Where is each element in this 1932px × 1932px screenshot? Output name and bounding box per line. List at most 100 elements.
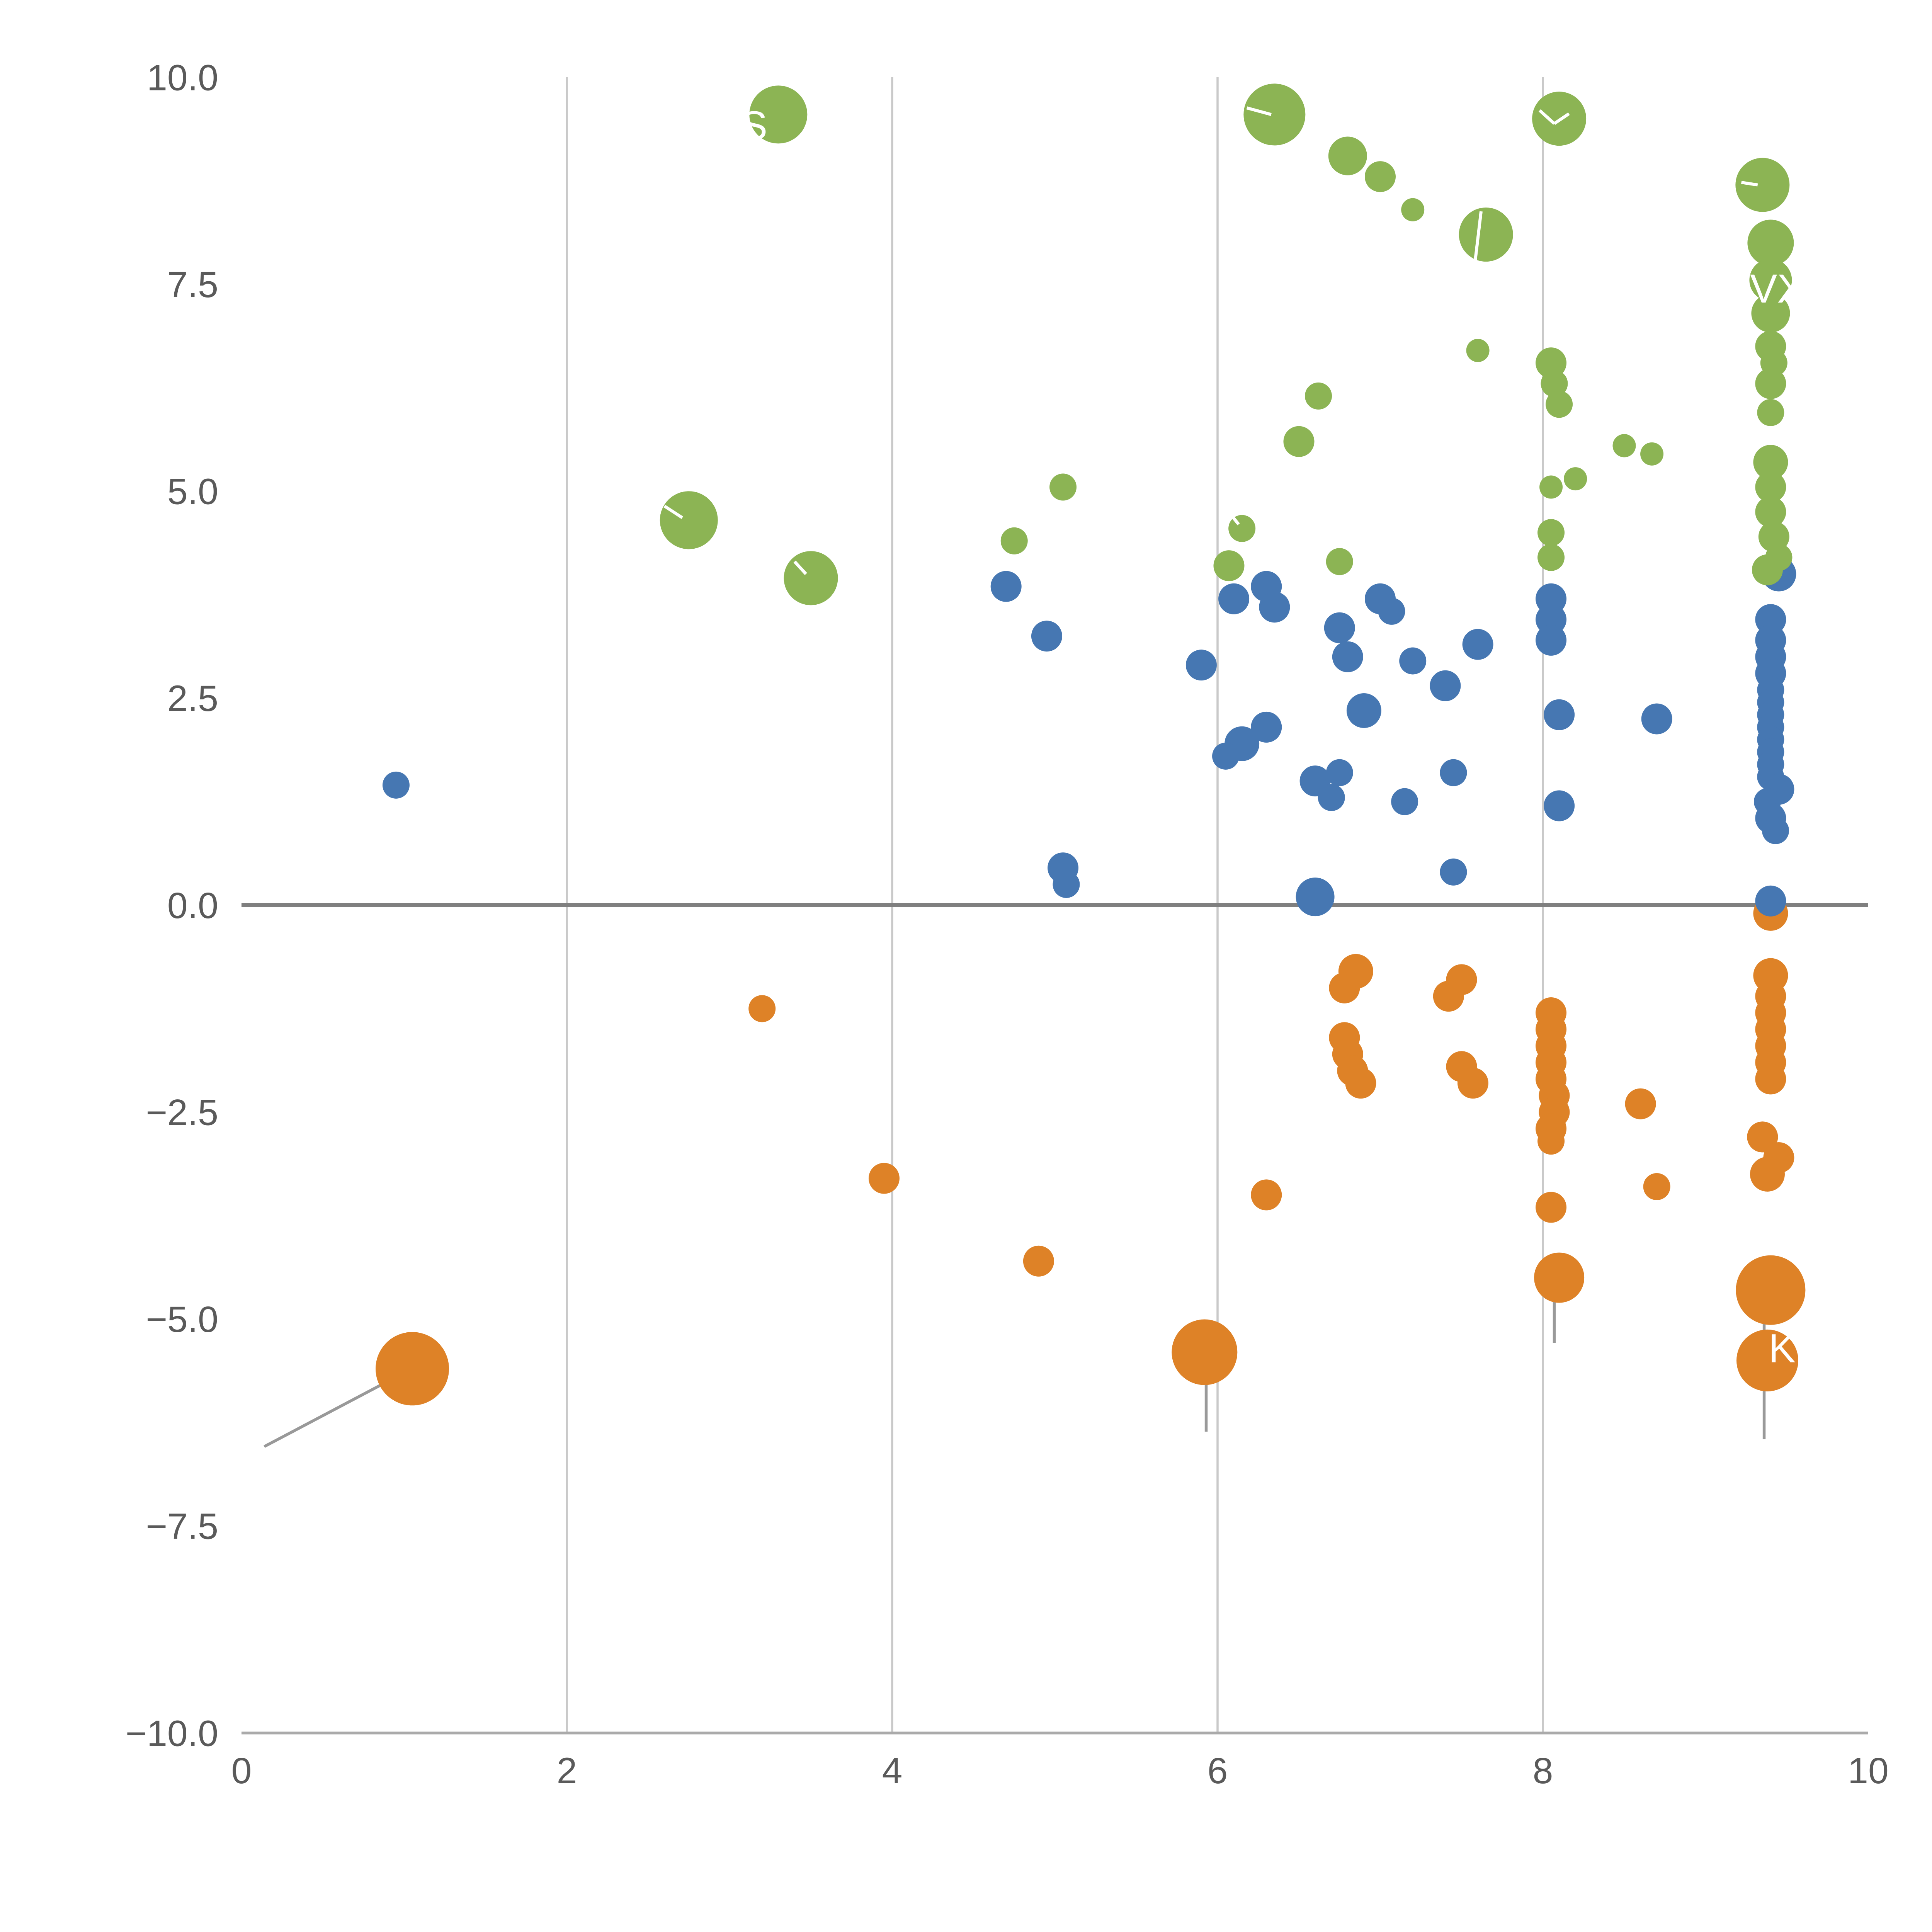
scatter-point-blue[interactable]	[1536, 624, 1567, 656]
scatter-point-green[interactable]	[1283, 426, 1315, 457]
scatter-point-green[interactable]	[1735, 158, 1790, 212]
y-tick-label: 2.5	[167, 678, 218, 719]
scatter-point-blue[interactable]	[1544, 790, 1575, 821]
scatter-point-green[interactable]	[1401, 198, 1425, 221]
scatter-point-blue[interactable]	[1440, 858, 1467, 886]
scatter-point-green[interactable]	[1747, 219, 1794, 266]
scatter-point-orange[interactable]	[1251, 1179, 1282, 1211]
scatter-point-green[interactable]	[1000, 527, 1028, 554]
leader-mark	[1741, 181, 1758, 187]
scatter-point-orange[interactable]	[1172, 1319, 1238, 1385]
scatter-point-green[interactable]	[1326, 548, 1353, 575]
ticker-label: K	[1769, 1326, 1796, 1371]
scatter-point-green[interactable]	[1049, 473, 1077, 501]
scatter-point-green[interactable]	[1537, 519, 1565, 546]
scatter-point-green[interactable]	[1751, 294, 1790, 333]
scatter-point-blue[interactable]	[1212, 742, 1240, 770]
scatter-point-orange[interactable]	[1345, 1068, 1376, 1099]
scatter-point-green[interactable]	[1328, 136, 1367, 175]
scatter-point-orange[interactable]	[1537, 1128, 1565, 1155]
y-tick-label: −7.5	[146, 1506, 218, 1547]
y-tick-label: −5.0	[146, 1299, 218, 1340]
scatter-point-blue[interactable]	[1318, 784, 1345, 811]
scatter-point-blue[interactable]	[1324, 612, 1355, 643]
scatter-point-green[interactable]	[1749, 259, 1792, 301]
scatter-point-green[interactable]	[1755, 496, 1786, 527]
leader-mark	[663, 505, 684, 519]
scatter-point-blue[interactable]	[1399, 647, 1427, 675]
leader-mark	[1473, 211, 1483, 266]
scatter-point-orange[interactable]	[1329, 972, 1360, 1003]
scatter-point-green[interactable]	[1243, 83, 1306, 146]
scatter-point-green[interactable]	[1752, 554, 1783, 585]
scatter-point-green[interactable]	[1536, 347, 1567, 379]
scatter-point-blue[interactable]	[1053, 871, 1080, 898]
scatter-point-blue[interactable]	[1430, 670, 1461, 701]
scatter-point-orange[interactable]	[1643, 1173, 1670, 1200]
scatter-point-green[interactable]	[749, 85, 808, 144]
leader-line	[264, 1376, 395, 1448]
scatter-point-blue[interactable]	[1332, 641, 1363, 672]
scatter-point-blue[interactable]	[1391, 788, 1418, 815]
scatter-point-green[interactable]	[1213, 550, 1245, 582]
scatter-point-blue[interactable]	[1326, 759, 1353, 786]
scatter-point-green[interactable]	[1539, 475, 1563, 499]
scatter-point-blue[interactable]	[1755, 885, 1786, 917]
scatter-point-green[interactable]	[1546, 391, 1573, 418]
scatter-point-orange[interactable]	[1736, 1255, 1806, 1325]
scatter-point-green[interactable]	[1537, 544, 1565, 571]
scatter-point-green[interactable]	[1755, 368, 1786, 399]
scatter-point-green[interactable]	[1541, 370, 1568, 397]
scatter-point-blue[interactable]	[1185, 650, 1217, 681]
scatter-point-orange[interactable]	[1534, 1252, 1585, 1303]
scatter-point-green[interactable]	[1305, 382, 1332, 410]
scatter-point-orange[interactable]	[1755, 1063, 1786, 1095]
scatter-point-blue[interactable]	[1031, 621, 1062, 652]
scatter-point-blue[interactable]	[382, 771, 410, 799]
leader-mark	[1246, 106, 1272, 116]
scatter-point-orange[interactable]	[1736, 1329, 1798, 1391]
scatter-point-orange[interactable]	[376, 1332, 449, 1406]
scatter-point-blue[interactable]	[1544, 699, 1575, 730]
scatter-point-green[interactable]	[1612, 434, 1636, 457]
scatter-point-orange[interactable]	[1747, 1121, 1778, 1153]
x-tick-label: 6	[1208, 1750, 1228, 1791]
leader-mark	[1229, 513, 1240, 526]
scatter-point-blue[interactable]	[1378, 597, 1405, 625]
scatter-point-green[interactable]	[1753, 445, 1788, 480]
scatter-point-orange[interactable]	[1457, 1068, 1488, 1099]
x-tick-label: 0	[231, 1750, 252, 1791]
scatter-point-orange[interactable]	[868, 1163, 900, 1194]
scatter-point-orange[interactable]	[1536, 1192, 1567, 1223]
scatter-point-blue[interactable]	[1259, 592, 1290, 623]
scatter-point-orange[interactable]	[748, 995, 776, 1022]
scatter-point-blue[interactable]	[990, 571, 1022, 602]
scatter-point-green[interactable]	[1365, 161, 1396, 192]
scatter-point-orange[interactable]	[1023, 1245, 1054, 1277]
scatter-point-blue[interactable]	[1641, 703, 1672, 735]
scatter-point-orange[interactable]	[1750, 1156, 1785, 1192]
scatter-point-green[interactable]	[660, 491, 718, 549]
scatter-point-green[interactable]	[1757, 399, 1784, 426]
scatter-point-blue[interactable]	[1218, 583, 1250, 614]
scatter-point-green[interactable]	[1564, 467, 1587, 491]
scatter-point-blue[interactable]	[1296, 878, 1335, 917]
leader-mark	[793, 560, 807, 575]
scatter-point-green[interactable]	[784, 551, 838, 605]
x-tick-label: 8	[1533, 1750, 1553, 1791]
scatter-point-green[interactable]	[1459, 207, 1513, 262]
scatter-point-blue[interactable]	[1251, 711, 1282, 743]
scatter-point-orange[interactable]	[1433, 981, 1464, 1012]
scatter-point-green[interactable]	[1640, 442, 1664, 466]
scatter-point-green[interactable]	[1755, 471, 1786, 503]
scatter-point-orange[interactable]	[1625, 1088, 1656, 1119]
scatter-point-blue[interactable]	[1462, 629, 1493, 660]
scatter-point-blue[interactable]	[1346, 693, 1381, 728]
scatter-point-blue[interactable]	[1762, 817, 1789, 844]
scatter-point-blue[interactable]	[1440, 759, 1467, 786]
scatter-point-green[interactable]	[1466, 339, 1490, 362]
x-tick-label: 2	[557, 1750, 577, 1791]
y-tick-label: −2.5	[146, 1092, 218, 1133]
